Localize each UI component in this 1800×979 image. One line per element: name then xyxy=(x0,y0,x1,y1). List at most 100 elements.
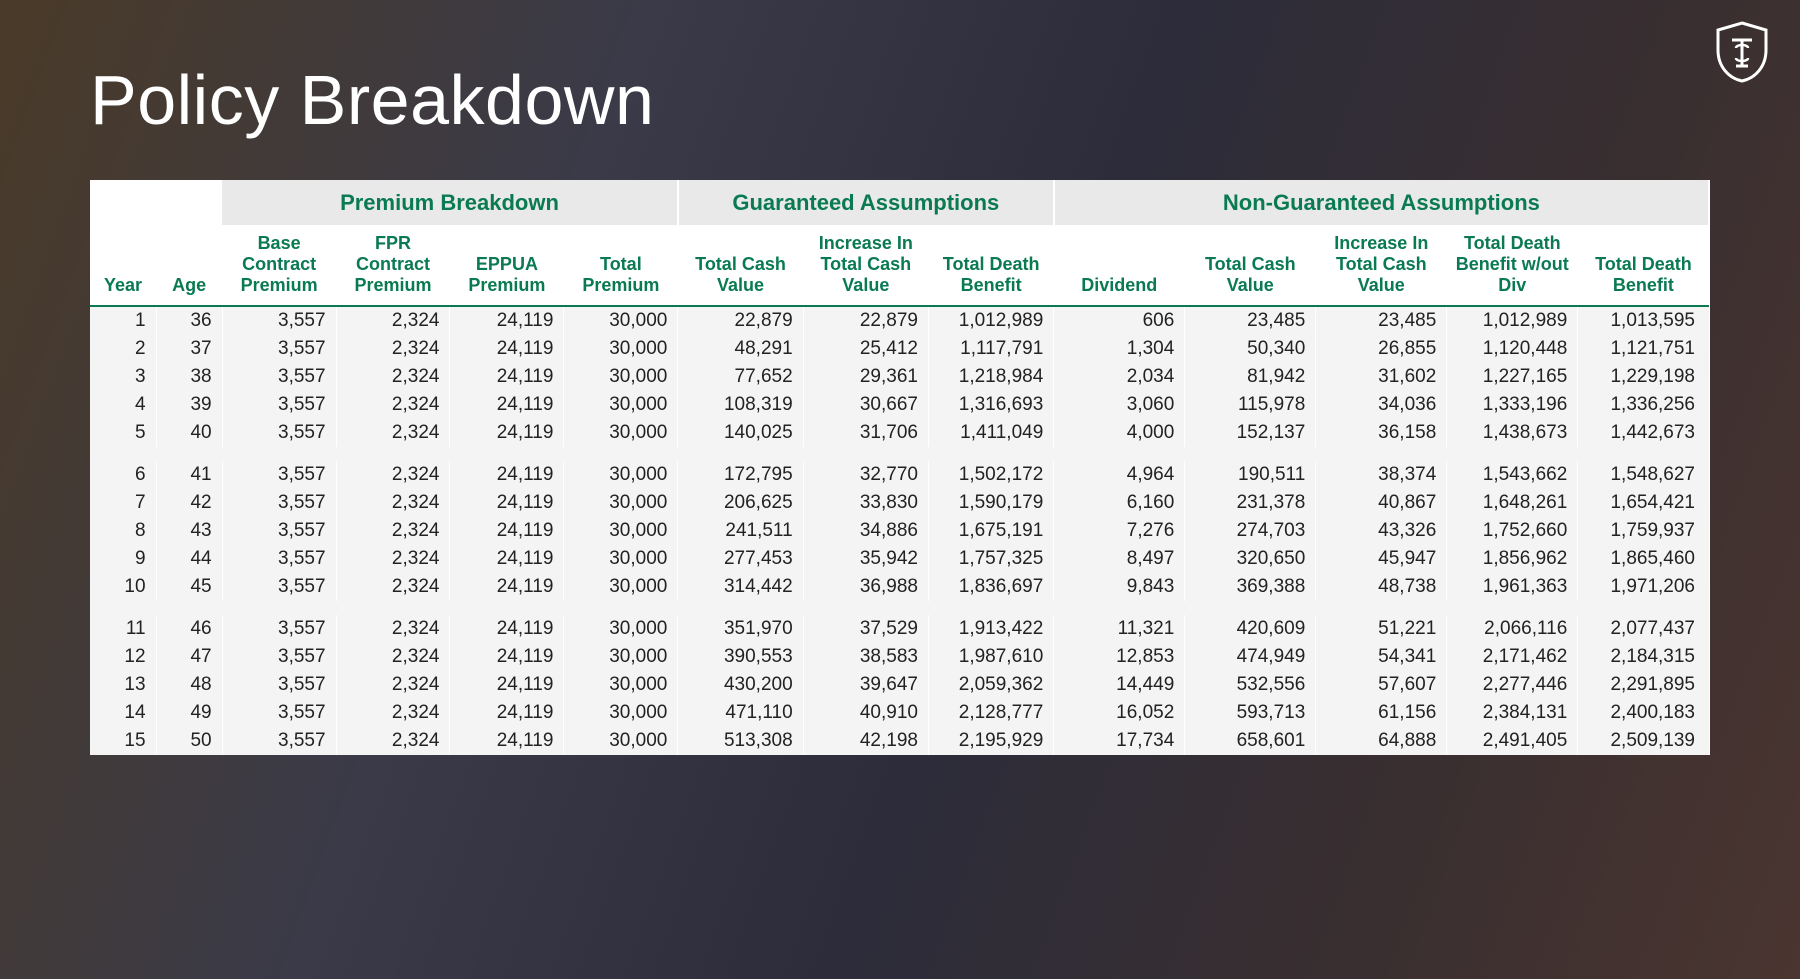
table-cell: 42,198 xyxy=(803,727,928,755)
table-head: Premium BreakdownGuaranteed AssumptionsN… xyxy=(90,180,1709,306)
table-cell: 241,511 xyxy=(678,517,803,545)
table-cell: 190,511 xyxy=(1185,461,1316,489)
table-row: 12473,5572,32424,11930,000390,55338,5831… xyxy=(90,643,1709,671)
table-cell: 1,229,198 xyxy=(1578,363,1709,391)
table-cell: 32,770 xyxy=(803,461,928,489)
table-cell: 24,119 xyxy=(450,489,564,517)
table-cell: 274,703 xyxy=(1185,517,1316,545)
table-cell: 24,119 xyxy=(450,419,564,447)
group-header-blank xyxy=(90,180,222,225)
table-cell: 24,119 xyxy=(450,699,564,727)
table-cell: 36,988 xyxy=(803,573,928,601)
table-cell: 1,648,261 xyxy=(1447,489,1578,517)
table-cell: 314,442 xyxy=(678,573,803,601)
group-header: Non-Guaranteed Assumptions xyxy=(1054,180,1709,225)
table-cell: 1,543,662 xyxy=(1447,461,1578,489)
table-cell: 2,077,437 xyxy=(1578,615,1709,643)
table-cell: 1,333,196 xyxy=(1447,391,1578,419)
table-cell: 2,324 xyxy=(336,489,450,517)
table-cell: 1,120,448 xyxy=(1447,335,1578,363)
table-cell: 30,000 xyxy=(564,573,678,601)
table-cell: 30,000 xyxy=(564,363,678,391)
table-cell: 3,557 xyxy=(222,573,336,601)
table-cell: 1,675,191 xyxy=(928,517,1053,545)
table-cell: 1,971,206 xyxy=(1578,573,1709,601)
table-cell: 2,324 xyxy=(336,363,450,391)
table-cell: 2,384,131 xyxy=(1447,699,1578,727)
table-cell: 8 xyxy=(90,517,156,545)
table-cell: 2,324 xyxy=(336,573,450,601)
table-cell: 3,557 xyxy=(222,517,336,545)
group-header: Premium Breakdown xyxy=(222,180,678,225)
table-cell: 430,200 xyxy=(678,671,803,699)
table-cell: 2,324 xyxy=(336,391,450,419)
table-cell: 3,557 xyxy=(222,727,336,755)
table-cell: 108,319 xyxy=(678,391,803,419)
table-cell: 1,316,693 xyxy=(928,391,1053,419)
table-row: 7423,5572,32424,11930,000206,62533,8301,… xyxy=(90,489,1709,517)
table-cell: 61,156 xyxy=(1316,699,1447,727)
table-cell: 1,865,460 xyxy=(1578,545,1709,573)
table-cell: 39,647 xyxy=(803,671,928,699)
table-cell: 24,119 xyxy=(450,545,564,573)
table-row: 13483,5572,32424,11930,000430,20039,6472… xyxy=(90,671,1709,699)
table-cell: 320,650 xyxy=(1185,545,1316,573)
table-cell: 1,304 xyxy=(1054,335,1185,363)
table-cell: 30,000 xyxy=(564,727,678,755)
table-cell: 41 xyxy=(156,461,222,489)
spacer-cell xyxy=(90,601,1709,615)
table-cell: 23,485 xyxy=(1185,306,1316,335)
table-cell: 2,066,116 xyxy=(1447,615,1578,643)
table-cell: 1,012,989 xyxy=(928,306,1053,335)
table-cell: 46 xyxy=(156,615,222,643)
slide-title: Policy Breakdown xyxy=(90,60,1710,140)
table-cell: 50 xyxy=(156,727,222,755)
table-cell: 7 xyxy=(90,489,156,517)
table-cell: 31,706 xyxy=(803,419,928,447)
table-cell: 206,625 xyxy=(678,489,803,517)
table-row: 1363,5572,32424,11930,00022,87922,8791,0… xyxy=(90,306,1709,335)
column-header: Increase InTotal CashValue xyxy=(1316,225,1447,306)
table-cell: 50,340 xyxy=(1185,335,1316,363)
table-cell: 12,853 xyxy=(1054,643,1185,671)
table-cell: 34,886 xyxy=(803,517,928,545)
table-cell: 30,000 xyxy=(564,419,678,447)
table-cell: 15 xyxy=(90,727,156,755)
table-cell: 1,336,256 xyxy=(1578,391,1709,419)
table-cell: 40 xyxy=(156,419,222,447)
table-cell: 38,583 xyxy=(803,643,928,671)
table-cell: 44 xyxy=(156,545,222,573)
table-cell: 16,052 xyxy=(1054,699,1185,727)
table-cell: 13 xyxy=(90,671,156,699)
spacer-row xyxy=(90,447,1709,461)
table-cell: 2,324 xyxy=(336,643,450,671)
table-cell: 1,961,363 xyxy=(1447,573,1578,601)
table-cell: 37 xyxy=(156,335,222,363)
table-cell: 30,000 xyxy=(564,489,678,517)
table-cell: 3,557 xyxy=(222,671,336,699)
table-cell: 30,000 xyxy=(564,615,678,643)
table-cell: 152,137 xyxy=(1185,419,1316,447)
table-cell: 2,324 xyxy=(336,461,450,489)
table-cell: 1,836,697 xyxy=(928,573,1053,601)
table-row: 10453,5572,32424,11930,000314,44236,9881… xyxy=(90,573,1709,601)
table-cell: 6 xyxy=(90,461,156,489)
table-cell: 1,218,984 xyxy=(928,363,1053,391)
table-cell: 24,119 xyxy=(450,615,564,643)
table-cell: 3 xyxy=(90,363,156,391)
table-cell: 36,158 xyxy=(1316,419,1447,447)
table-cell: 14 xyxy=(90,699,156,727)
table-cell: 24,119 xyxy=(450,306,564,335)
group-header-row: Premium BreakdownGuaranteed AssumptionsN… xyxy=(90,180,1709,225)
table-cell: 24,119 xyxy=(450,573,564,601)
table-cell: 34,036 xyxy=(1316,391,1447,419)
table-cell: 48,291 xyxy=(678,335,803,363)
table-row: 5403,5572,32424,11930,000140,02531,7061,… xyxy=(90,419,1709,447)
table-cell: 1,752,660 xyxy=(1447,517,1578,545)
slide: Policy Breakdown Premium BreakdownGuaran… xyxy=(0,0,1800,979)
table-cell: 23,485 xyxy=(1316,306,1447,335)
table-row: 11463,5572,32424,11930,000351,97037,5291… xyxy=(90,615,1709,643)
table-cell: 3,557 xyxy=(222,363,336,391)
table-cell: 231,378 xyxy=(1185,489,1316,517)
table-cell: 1,987,610 xyxy=(928,643,1053,671)
